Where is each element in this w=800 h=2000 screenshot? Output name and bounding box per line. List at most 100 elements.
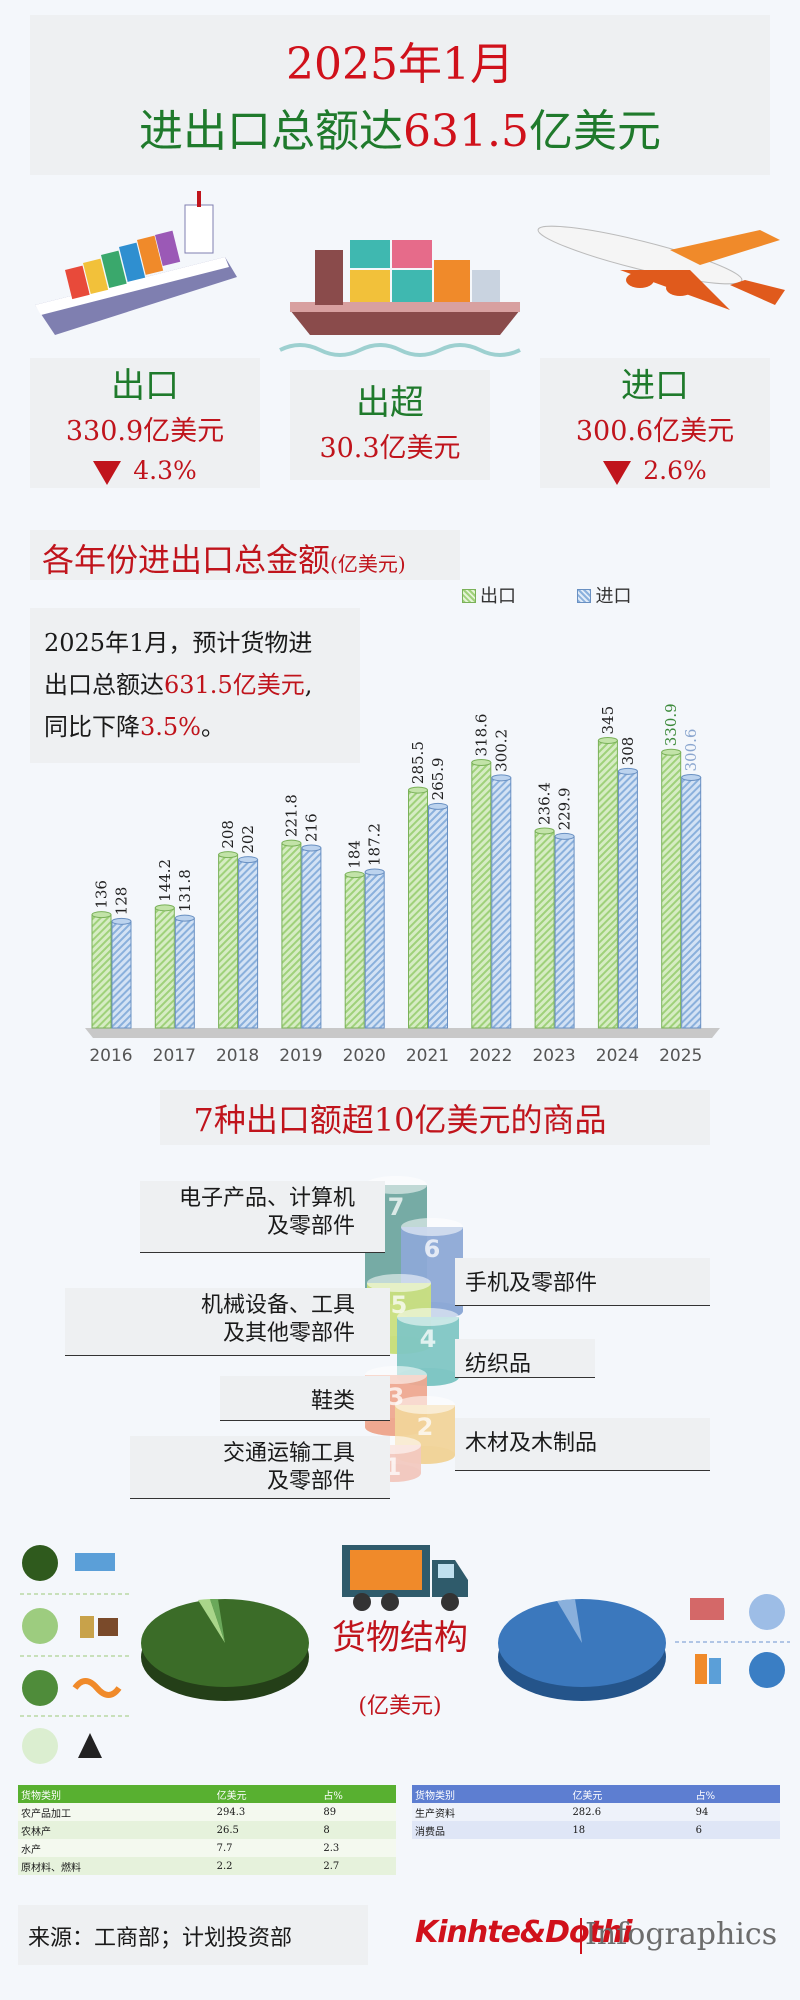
goods-leader-line	[65, 1355, 390, 1356]
import-bar-2023	[554, 835, 575, 1029]
import-data-label-2016: 128	[113, 887, 131, 916]
goods-label-line2: 及零部件	[266, 1469, 355, 1494]
import-bar-2022	[491, 777, 512, 1029]
source-panel	[18, 1905, 368, 1965]
surplus-label: 出超	[356, 383, 424, 423]
goods-label-bg	[220, 1376, 390, 1420]
export-data-label-2020: 184	[346, 840, 364, 869]
goods-cylinder-top-2	[395, 1396, 455, 1414]
import-stat: 进口 300.6亿美元 2.6%	[540, 358, 770, 485]
export-structure-table: 货物类别 亿美元 占% 农产品加工 294.3 89 农林产 26.5 8 水产 7.7 2.3…	[18, 1785, 396, 1875]
export-change: 4.3%	[133, 456, 197, 485]
table-row: 农产品加工 294.3 89	[18, 1803, 396, 1821]
goods-label-line1: 木材及木制品	[465, 1431, 598, 1456]
goods-label-4: 纺织品	[465, 1351, 585, 1379]
export-pie-chart	[141, 1598, 309, 1701]
goods-label-line2: 及零部件	[266, 1214, 355, 1239]
import-bar-2019	[301, 847, 322, 1029]
export-data-label-2019: 221.8	[282, 794, 300, 837]
table-row: 原材料、燃料 2.2 2.7	[18, 1857, 396, 1875]
down-arrow-icon	[93, 460, 122, 485]
export-bar-cap-2025	[661, 748, 682, 756]
goods-rank-4: 4	[420, 1325, 437, 1353]
goods-label-1: 交通运输工具及零部件	[140, 1440, 355, 1496]
x-tick-label-2022: 2022	[469, 1046, 512, 1066]
table-row: 消费品 18 6	[412, 1821, 780, 1839]
goods-label-line1: 鞋类	[310, 1389, 355, 1414]
import-bar-cap-2019	[301, 844, 322, 852]
goods-leader-line	[220, 1420, 390, 1421]
import-bar-2020	[364, 871, 385, 1029]
import-bar-2018	[238, 859, 259, 1029]
import-value: 300.6亿美元	[575, 416, 735, 447]
x-tick-label-2025: 2025	[659, 1046, 702, 1066]
import-data-label-2019: 216	[302, 813, 320, 842]
import-category-icons	[675, 1594, 790, 1688]
import-data-label-2017: 131.8	[176, 869, 194, 912]
import-bar-cap-2017	[174, 914, 195, 922]
goods-label-7: 电子产品、计算机及零部件	[140, 1185, 355, 1241]
import-bar-cap-2016	[111, 917, 132, 925]
goods-label-bg	[140, 1181, 385, 1252]
goods-leader-line	[455, 1470, 710, 1471]
export-data-label-2023: 236.4	[536, 782, 554, 825]
import-data-label-2022: 300.2	[492, 729, 510, 772]
surplus-stat: 出超 30.3亿美元	[290, 375, 490, 465]
import-bar-2017	[174, 917, 195, 1029]
goods-label-line1: 交通运输工具	[222, 1441, 355, 1466]
down-arrow-icon	[603, 460, 632, 485]
export-bar-cap-2019	[281, 839, 302, 847]
goods-label-line1: 电子产品、计算机	[178, 1186, 355, 1211]
table-row: 生产资料 282.6 94	[412, 1803, 780, 1821]
goods-label-bg	[455, 1339, 595, 1377]
goods-cylinder-top-4	[397, 1308, 459, 1326]
surplus-value: 30.3亿美元	[319, 433, 461, 464]
x-tick-label-2017: 2017	[153, 1046, 196, 1066]
export-data-label-2016: 136	[93, 880, 111, 909]
import-label: 进口	[621, 366, 689, 406]
goods-label-bg	[130, 1436, 390, 1498]
goods-rank-2: 2	[417, 1413, 434, 1441]
export-bar-cap-2023	[534, 827, 555, 835]
export-bar-cap-2016	[91, 911, 112, 919]
title-panel	[30, 15, 770, 175]
surplus-stat-panel	[290, 370, 490, 480]
goods-label-line2: 及其他零部件	[222, 1321, 355, 1346]
export-bar-2023	[534, 830, 555, 1029]
x-tick-label-2016: 2016	[89, 1046, 132, 1066]
import-data-label-2023: 229.9	[556, 787, 574, 830]
export-data-label-2022: 318.6	[472, 714, 490, 757]
container-ship-illustration	[35, 191, 237, 335]
export-bar-2018	[218, 854, 239, 1029]
brand-suffix: Infographics	[585, 1917, 778, 1952]
goods-rank-7: 7	[388, 1193, 405, 1221]
goods-label-line1: 机械设备、工具	[200, 1293, 355, 1318]
import-bar-cap-2025	[681, 774, 702, 781]
export-stat-panel	[30, 358, 260, 488]
import-data-label-2021: 265.9	[429, 757, 447, 800]
export-bar-cap-2022	[471, 759, 492, 766]
import-bar-cap-2022	[491, 774, 512, 782]
import-structure-table: 货物类别 亿美元 占% 生产资料 282.6 94 消费品 18 6	[412, 1785, 780, 1839]
import-bar-cap-2018	[238, 856, 259, 864]
export-bar-2024	[597, 740, 618, 1029]
x-tick-label-2019: 2019	[279, 1046, 322, 1066]
import-bar-2024	[617, 770, 638, 1029]
legend-import: 进口	[595, 586, 632, 607]
brand-divider	[580, 1918, 582, 1954]
goods-rank-6: 6	[424, 1235, 441, 1263]
goods-leader-line	[130, 1498, 390, 1499]
import-legend-swatch	[577, 589, 592, 603]
export-bar-cap-2020	[344, 871, 365, 879]
chart-title: 各年份进出口总金额(亿美元)	[42, 541, 406, 579]
export-bar-cap-2024	[597, 737, 618, 744]
page-title: 2025年1月	[286, 39, 514, 90]
import-bar-cap-2021	[428, 802, 448, 810]
goods-label-line1: 手机及零部件	[465, 1271, 598, 1296]
export-bar-2022	[471, 762, 492, 1029]
export-data-label-2017: 144.2	[156, 859, 174, 902]
goods-title: 7种出口额超10亿美元的商品	[193, 1101, 607, 1139]
goods-cylinder-top-6	[401, 1218, 463, 1236]
import-data-label-2024: 308	[619, 737, 637, 766]
